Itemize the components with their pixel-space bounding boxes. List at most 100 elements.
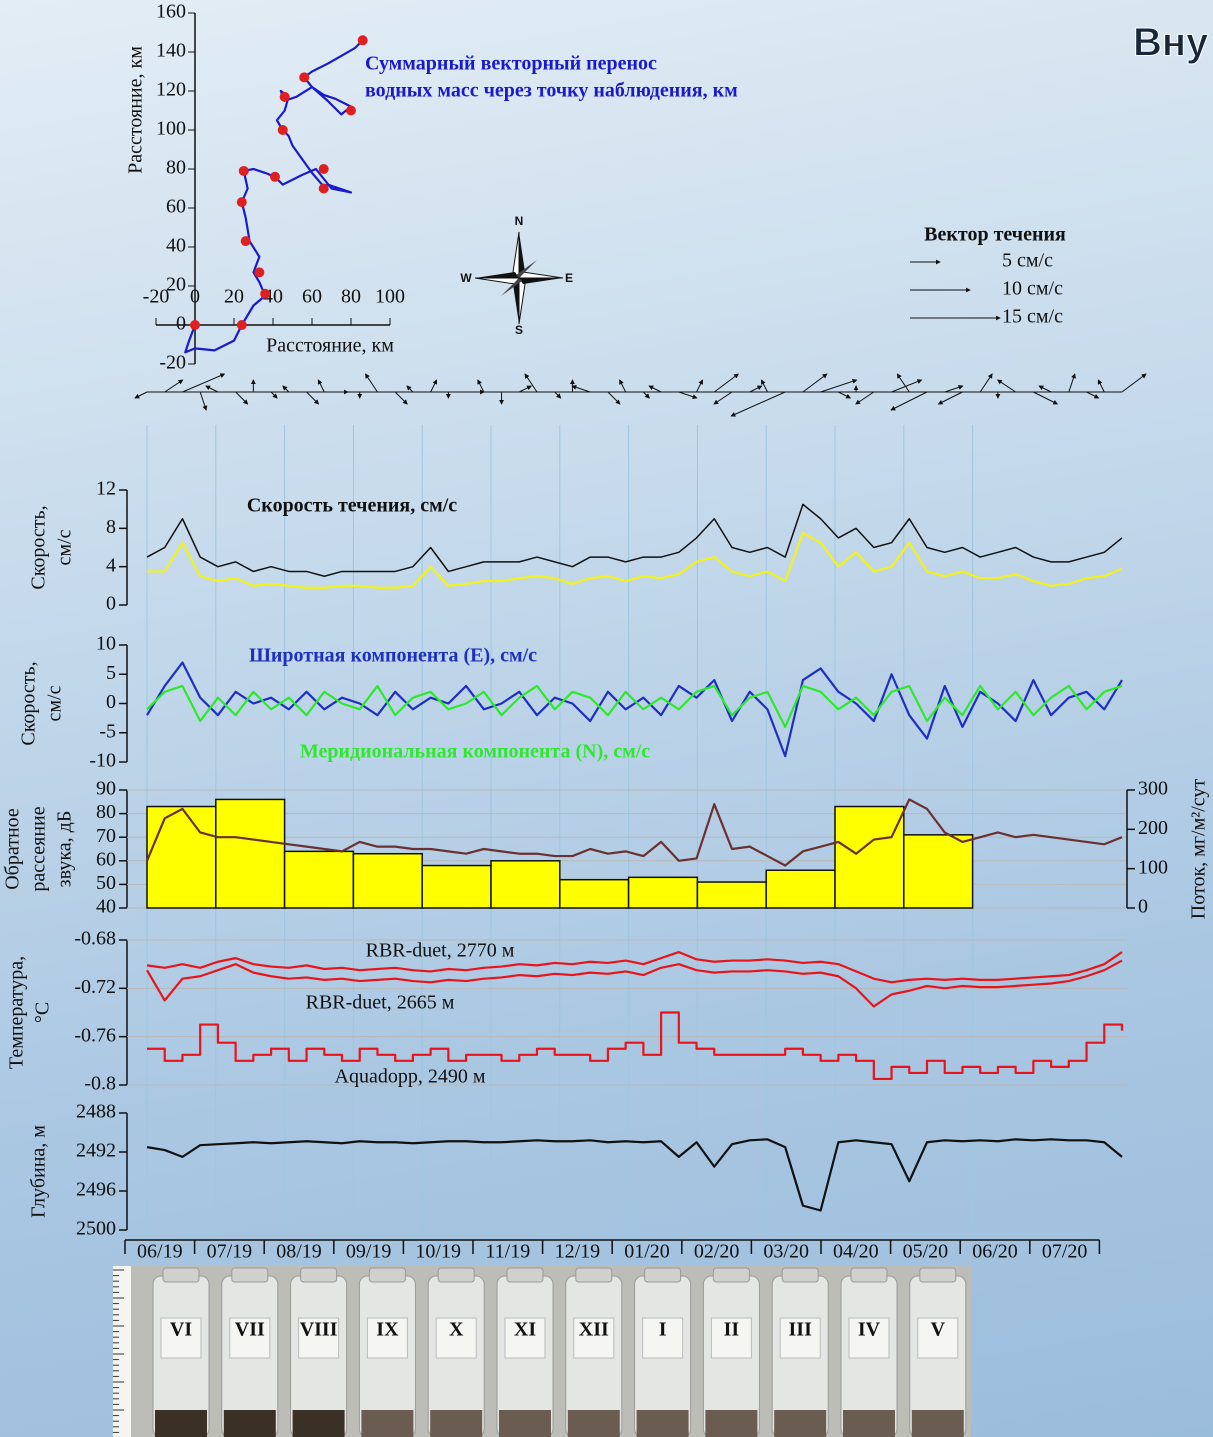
current-vector xyxy=(1033,392,1057,404)
current-vector xyxy=(519,386,531,392)
compass-label: E xyxy=(565,271,573,285)
y-tick-label: -10 xyxy=(89,750,116,772)
marker xyxy=(358,35,368,45)
y-tick-label: 0 xyxy=(176,313,186,335)
current-vector xyxy=(838,392,850,398)
current-vector xyxy=(608,392,620,404)
y-tick-label: 100 xyxy=(156,118,186,140)
compass-label: W xyxy=(460,271,472,285)
sample-label: IX xyxy=(376,1319,399,1341)
current-vector xyxy=(1122,374,1146,392)
y-tick-label: 60 xyxy=(166,196,186,218)
current-vector xyxy=(980,374,992,392)
current-vector xyxy=(572,386,590,392)
y-tick-label: -0.8 xyxy=(84,1073,116,1095)
y-axis-label: см/с xyxy=(44,685,66,721)
x-tick-label: 06/20 xyxy=(972,1241,1018,1263)
bar xyxy=(904,835,973,908)
bottle-cap xyxy=(645,1268,681,1282)
x-tick-label: 0 xyxy=(190,286,200,308)
y-tick-label: 4 xyxy=(106,554,116,576)
x-tick-label: 03/20 xyxy=(763,1241,809,1263)
compass: N E S W xyxy=(460,214,573,337)
y-tick-label: 120 xyxy=(156,79,186,101)
y-tick-label: 300 xyxy=(1138,778,1168,800)
current-vector xyxy=(478,380,484,392)
marker xyxy=(319,184,329,194)
x-tick-label: 04/20 xyxy=(833,1241,879,1263)
legend-title: Вектор течения xyxy=(924,224,1066,246)
series-label: Меридиональная компонента (N), см/с xyxy=(300,741,650,763)
sediment xyxy=(224,1410,276,1437)
y-tick-label: -20 xyxy=(159,352,186,374)
current-vector xyxy=(365,374,377,392)
y-tick-label: 20 xyxy=(166,274,186,296)
sediment xyxy=(774,1410,826,1437)
y-axis-label: см/с xyxy=(54,529,76,565)
bar xyxy=(422,866,491,908)
marker xyxy=(270,172,280,182)
y-tick-label: 100 xyxy=(1138,856,1168,878)
x-tick-label: 05/20 xyxy=(903,1241,949,1263)
current-vector xyxy=(697,380,703,392)
current-vector xyxy=(1098,380,1104,392)
series-line xyxy=(147,1013,1122,1079)
y-tick-label: 12 xyxy=(96,478,116,500)
bottle-cap xyxy=(920,1268,956,1282)
current-vector xyxy=(891,392,927,410)
sediment xyxy=(568,1410,620,1437)
sediment xyxy=(361,1410,413,1437)
marker xyxy=(299,72,309,82)
bottle-cap xyxy=(782,1268,818,1282)
y-tick-label: 10 xyxy=(96,633,116,655)
legend-label: 10 см/с xyxy=(1002,278,1063,300)
marker xyxy=(254,267,264,277)
current-vector xyxy=(620,380,626,392)
current-vector xyxy=(307,392,319,404)
series-line xyxy=(147,533,1122,588)
figure: Вну N E S W VIVIIVIIIIXXXIXIIIIIIIIIVV -… xyxy=(0,0,1213,1437)
x-tick-label: 80 xyxy=(341,286,361,308)
y-tick-label: 0 xyxy=(106,593,116,615)
y-tick-label: 90 xyxy=(96,778,116,800)
current-vector xyxy=(431,380,437,392)
x-tick-label: 10/19 xyxy=(415,1241,461,1263)
current-vector xyxy=(395,392,407,404)
y-tick-label: -0.72 xyxy=(74,976,116,998)
y-axis-label: Температура, xyxy=(6,956,28,1069)
current-vector xyxy=(555,392,561,398)
bar xyxy=(835,807,904,908)
y-tick-label: 70 xyxy=(96,825,116,847)
marker xyxy=(346,106,356,116)
y-tick-label: 40 xyxy=(166,235,186,257)
current-vector xyxy=(649,386,661,392)
sediment xyxy=(843,1410,895,1437)
current-vector xyxy=(945,386,963,392)
panel-title: Скорость течения, см/с xyxy=(247,495,457,517)
x-tick-label: 02/20 xyxy=(694,1241,740,1263)
current-vector xyxy=(856,392,874,404)
current-vector xyxy=(1087,392,1099,398)
legend-label: 5 см/с xyxy=(1002,250,1053,272)
y-tick-label: 2488 xyxy=(76,1101,116,1123)
x-tick-label: 12/19 xyxy=(555,1241,601,1263)
current-vector xyxy=(803,374,827,392)
marker xyxy=(241,236,251,246)
bar xyxy=(766,870,835,908)
legend-label: 15 см/с xyxy=(1002,306,1063,328)
marker xyxy=(278,125,288,135)
current-vector xyxy=(714,374,738,392)
bar xyxy=(629,877,698,908)
current-vector xyxy=(1069,374,1075,392)
y-tick-label: 80 xyxy=(96,801,116,823)
x-tick-label: 11/19 xyxy=(485,1241,530,1263)
current-vector xyxy=(407,386,413,392)
current-vector xyxy=(892,380,922,392)
current-vector xyxy=(679,392,697,398)
current-vector xyxy=(135,392,147,398)
y-tick-label: -0.68 xyxy=(74,928,116,950)
bottle-cap xyxy=(163,1268,199,1282)
bottle-cap xyxy=(369,1268,405,1282)
sample-photo: VIVIIVIIIIXXXIXIIIIIIIIIVV xyxy=(113,1266,971,1437)
marker xyxy=(319,164,329,174)
